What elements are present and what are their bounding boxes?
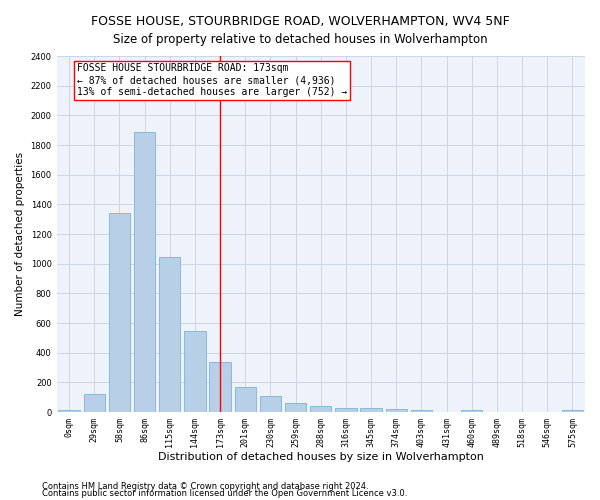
Bar xyxy=(58,410,80,412)
Bar xyxy=(159,257,181,412)
Bar xyxy=(361,408,382,412)
Bar xyxy=(386,409,407,412)
Y-axis label: Number of detached properties: Number of detached properties xyxy=(15,152,25,316)
Text: FOSSE HOUSE STOURBRIDGE ROAD: 173sqm
← 87% of detached houses are smaller (4,936: FOSSE HOUSE STOURBRIDGE ROAD: 173sqm ← 8… xyxy=(77,64,347,96)
Bar xyxy=(83,394,105,412)
Bar xyxy=(209,362,231,412)
Bar xyxy=(461,410,482,412)
Bar xyxy=(285,403,307,412)
Bar xyxy=(260,396,281,412)
Bar xyxy=(310,406,331,412)
Text: Size of property relative to detached houses in Wolverhampton: Size of property relative to detached ho… xyxy=(113,32,487,46)
Bar xyxy=(109,214,130,412)
Bar xyxy=(235,387,256,412)
Text: Contains public sector information licensed under the Open Government Licence v3: Contains public sector information licen… xyxy=(42,490,407,498)
Bar xyxy=(335,408,356,412)
X-axis label: Distribution of detached houses by size in Wolverhampton: Distribution of detached houses by size … xyxy=(158,452,484,462)
Bar xyxy=(562,410,583,412)
Text: Contains HM Land Registry data © Crown copyright and database right 2024.: Contains HM Land Registry data © Crown c… xyxy=(42,482,368,491)
Bar xyxy=(184,331,206,412)
Bar xyxy=(411,410,432,412)
Bar xyxy=(134,132,155,412)
Text: FOSSE HOUSE, STOURBRIDGE ROAD, WOLVERHAMPTON, WV4 5NF: FOSSE HOUSE, STOURBRIDGE ROAD, WOLVERHAM… xyxy=(91,15,509,28)
